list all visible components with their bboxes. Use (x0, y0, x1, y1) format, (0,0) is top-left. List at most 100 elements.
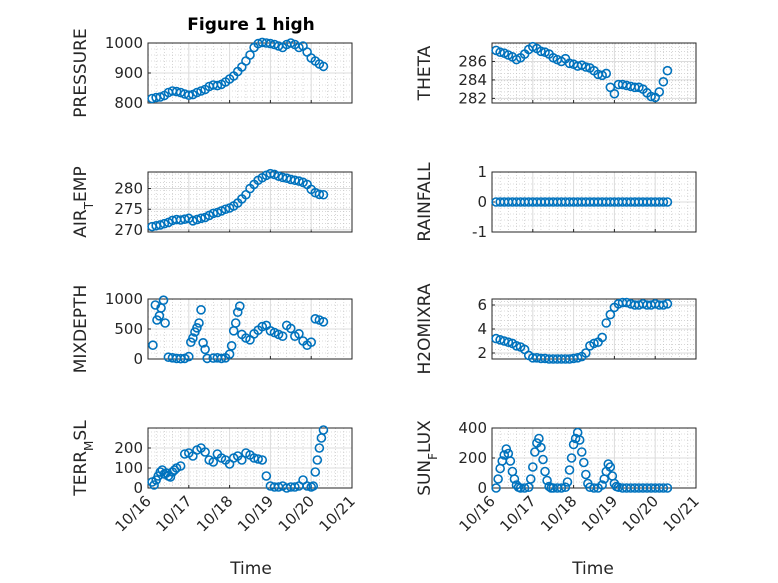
subplot-rainfall: -1 0 1 RAINFALL (415, 162, 697, 242)
data-point (194, 318, 204, 328)
data-point (658, 483, 669, 493)
y-tick-label: 400 (458, 419, 487, 437)
data-point (188, 333, 198, 343)
data-point (212, 80, 223, 91)
data-point (257, 321, 268, 332)
y-tick-label: 4 (477, 320, 487, 338)
data-point (318, 316, 329, 327)
data-point (495, 47, 505, 58)
y-tick-label: 270 (114, 221, 143, 239)
data-point (318, 189, 329, 200)
data-point (597, 480, 607, 490)
x-tick-label: 10/19 (234, 492, 277, 535)
y-axis-label: H2OMIXRA (415, 283, 435, 374)
data-point (175, 461, 186, 471)
data-point (265, 38, 276, 49)
data-point (605, 462, 616, 472)
axes-frame (491, 298, 697, 360)
axes-frame (147, 298, 353, 360)
data-point (312, 455, 323, 465)
data-point (605, 309, 616, 320)
data-point (572, 352, 583, 363)
y-tick-label: 286 (458, 52, 487, 70)
y-tick-label: 1000 (105, 34, 143, 52)
data-point (253, 454, 263, 464)
data-point (576, 447, 587, 457)
data-point (165, 472, 176, 482)
data-point (581, 62, 591, 72)
data-point (493, 474, 503, 484)
data-point (232, 307, 243, 318)
axes-frame (491, 42, 697, 104)
data-point (491, 483, 501, 493)
data-point (245, 50, 255, 60)
data-point (601, 318, 612, 328)
x-tick-label: 10/17 (496, 492, 539, 535)
data-point (578, 457, 589, 468)
data-point (562, 477, 573, 487)
data-point (589, 338, 599, 349)
data-point (265, 168, 276, 179)
data-point (495, 334, 505, 345)
data-point (530, 447, 540, 457)
data-point (294, 328, 304, 339)
x-tick-label: 10/20 (619, 492, 662, 535)
data-point (564, 465, 575, 475)
data-point (308, 481, 319, 491)
data-point (220, 204, 231, 215)
data-point (654, 87, 665, 97)
x-axis-label-left: Time (229, 559, 272, 579)
data-point (306, 337, 317, 348)
data-point (200, 447, 210, 457)
data-point (519, 483, 530, 493)
data-point (318, 61, 329, 72)
data-point (658, 300, 669, 310)
y-tick-label: 500 (114, 320, 143, 338)
data-point (184, 90, 194, 100)
subplot-mixdepth: 0 500 1000 MIXDEPTH (71, 285, 353, 373)
data-point (188, 216, 198, 226)
data-point (505, 456, 516, 466)
x-tick-label: 10/16 (112, 492, 155, 535)
data-point (196, 213, 206, 224)
y-axis-label: TERRMSL (71, 420, 96, 497)
data-point (589, 483, 599, 493)
data-point (662, 65, 673, 76)
data-point (527, 462, 538, 472)
data-point (302, 481, 312, 491)
data-point (224, 349, 235, 360)
y-axis-label: RAINFALL (415, 162, 435, 242)
data-point (230, 318, 241, 328)
data-point (277, 331, 288, 342)
data-point (566, 453, 577, 463)
data-point (310, 467, 321, 477)
data-point (491, 333, 501, 344)
data-point (609, 88, 620, 99)
data-point (564, 58, 575, 69)
y-tick-label: 900 (114, 64, 143, 82)
data-point (310, 313, 321, 324)
data-point (318, 425, 329, 435)
y-tick-label: 800 (114, 94, 143, 112)
data-point (536, 442, 546, 453)
data-point (525, 474, 536, 484)
data-point (499, 336, 510, 346)
y-tick-label: 280 (114, 180, 143, 198)
data-point (216, 353, 227, 364)
x-tick-label: 10/18 (537, 492, 580, 535)
data-point (556, 483, 567, 493)
y-tick-label: -1 (472, 223, 487, 241)
data-point (208, 208, 219, 219)
y-axis-label: SUNFLUX (415, 420, 440, 496)
y-tick-label: 282 (458, 89, 487, 107)
y-axis-label: THETA (415, 45, 435, 101)
x-axis-label-right: Time (571, 559, 614, 579)
axes-frame (147, 42, 353, 104)
y-tick-label: 2 (477, 344, 487, 362)
data-point (581, 348, 591, 358)
data-point (542, 475, 552, 486)
